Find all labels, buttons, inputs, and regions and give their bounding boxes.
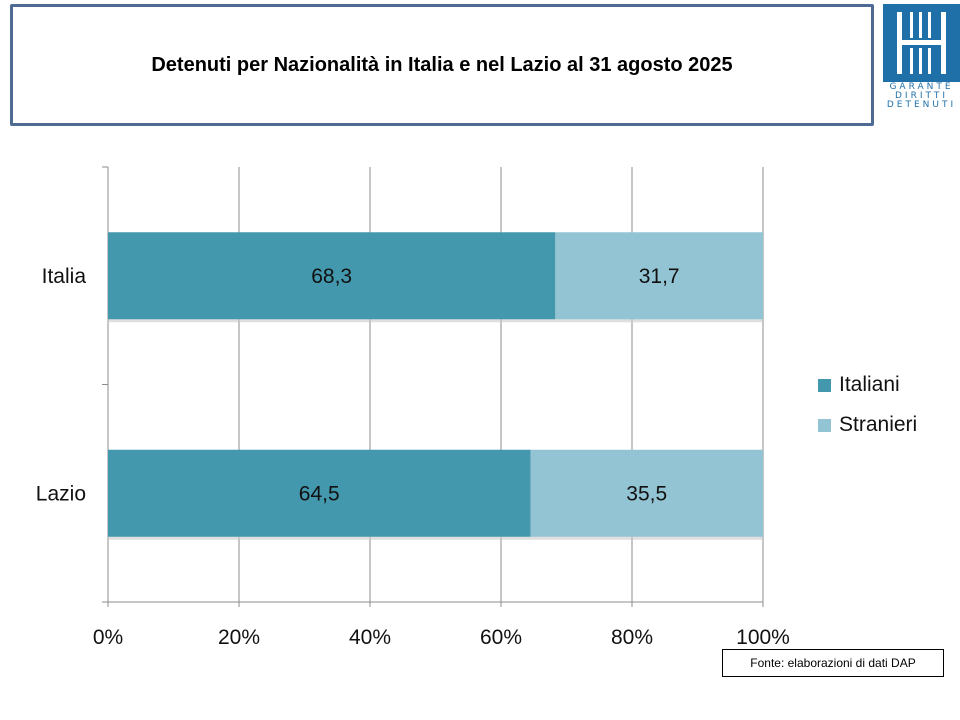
bar-italiani-italia [108, 232, 556, 320]
legend-label-italiani: Italiani [839, 373, 900, 396]
legend: Italiani Stranieri [818, 372, 917, 452]
chart-title: Detenuti per Nazionalità in Italia e nel… [151, 53, 733, 76]
bar-italiani-lazio [108, 449, 531, 537]
data-label-italiani-lazio: 64,5 [299, 482, 340, 505]
garante-logo [883, 4, 960, 82]
category-label-italia: Italia [42, 265, 87, 288]
x-tick-label: 100% [736, 626, 790, 649]
x-tick-label: 40% [349, 626, 391, 649]
x-tick-label: 20% [218, 626, 260, 649]
x-tick-label: 60% [480, 626, 522, 649]
bar-stranieri-lazio [530, 449, 763, 537]
legend-label-stranieri: Stranieri [839, 413, 918, 436]
x-tick-label: 0% [93, 626, 123, 649]
legend-item-stranieri: Stranieri [818, 412, 917, 438]
logo-text-line-1: GARANTE [889, 82, 954, 92]
data-label-stranieri-italia: 31,7 [639, 265, 680, 288]
title-box: Detenuti per Nazionalità in Italia e nel… [10, 4, 874, 126]
logo-text-line-3: DETENUTI [886, 100, 957, 110]
x-tick-label: 80% [611, 626, 653, 649]
category-label-lazio: Lazio [36, 482, 86, 505]
legend-item-italiani: Italiani [818, 372, 917, 398]
source-text: Fonte: elaborazioni di dati DAP [750, 656, 916, 670]
legend-swatch-stranieri [818, 418, 831, 432]
data-label-stranieri-lazio: 35,5 [626, 482, 667, 505]
source-note: Fonte: elaborazioni di dati DAP [722, 649, 944, 677]
data-label-italiani-italia: 68,3 [311, 265, 352, 288]
legend-swatch-italiani [818, 378, 831, 392]
bar-stranieri-italia [555, 232, 763, 320]
logo-text-line-2: DIRITTI [895, 91, 948, 101]
